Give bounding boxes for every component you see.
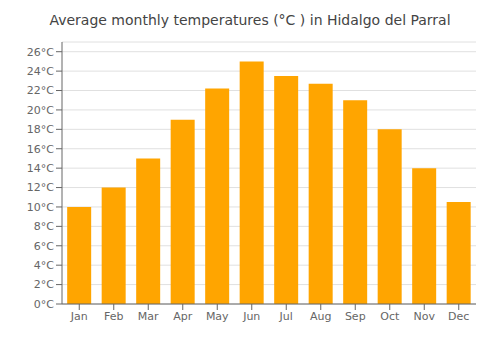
svg-text:10°C: 10°C [27,201,54,214]
svg-text:Dec: Dec [448,310,469,323]
svg-text:Jan: Jan [70,310,88,323]
svg-text:2°C: 2°C [34,278,54,291]
svg-text:Apr: Apr [173,310,193,323]
svg-text:6°C: 6°C [34,240,54,253]
svg-text:Nov: Nov [414,310,436,323]
svg-text:Aug: Aug [310,310,331,323]
svg-text:18°C: 18°C [27,123,54,136]
svg-text:16°C: 16°C [27,143,54,156]
html-text:Average monthly temperatures (: Average monthly temperatures (°C ) in Hi… [49,12,451,28]
svg-text:0°C: 0°C [34,298,54,311]
svg-text:12°C: 12°C [27,181,54,194]
svg-text:26°C: 26°C [27,46,54,59]
svg-text:22°C: 22°C [27,84,54,97]
svg-text:Feb: Feb [104,310,123,323]
svg-text:20°C: 20°C [27,104,54,117]
svg-text:Oct: Oct [380,310,400,323]
svg-text:Jul: Jul [279,310,293,323]
svg-text:24°C: 24°C [27,65,54,78]
svg-text:May: May [206,310,229,323]
svg-text:Sep: Sep [345,310,366,323]
svg-text:Mar: Mar [138,310,159,323]
svg-text:14°C: 14°C [27,162,54,175]
svg-text:4°C: 4°C [34,259,54,272]
svg-text:8°C: 8°C [34,220,54,233]
svg-text:Jun: Jun [242,310,260,323]
